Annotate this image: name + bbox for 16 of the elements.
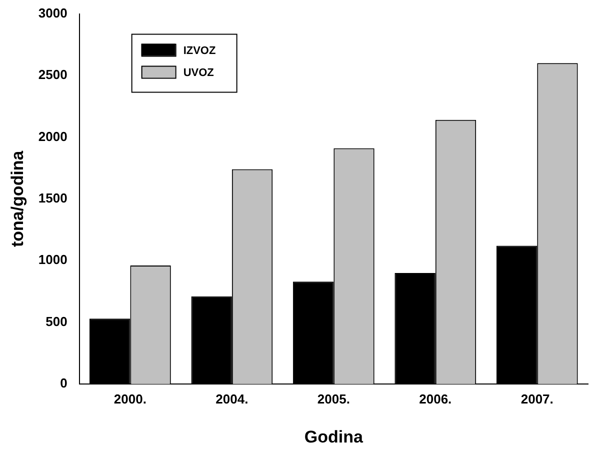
y-tick-label: 2000	[38, 128, 68, 144]
x-tick-label: 2000.	[114, 391, 146, 406]
x-tick-label: 2006.	[419, 391, 452, 406]
x-axis-title: Godina	[304, 427, 364, 446]
y-tick-label: 2500	[38, 67, 68, 82]
y-tick-label: 1500	[38, 190, 68, 206]
y-tick-label: 1000	[38, 252, 68, 268]
y-axis-title: tona/godina	[8, 150, 27, 248]
y-tick-label: 0	[60, 376, 68, 391]
y-tick-label: 3000	[38, 5, 68, 20]
legend-label: UVOZ	[183, 66, 214, 79]
legend-label: IZVOZ	[183, 44, 216, 57]
x-tick-label: 2004.	[216, 391, 248, 406]
x-tick-label: 2007.	[520, 391, 554, 406]
y-tick-label: 500	[46, 314, 68, 329]
x-tick-label: 2005.	[317, 391, 350, 406]
